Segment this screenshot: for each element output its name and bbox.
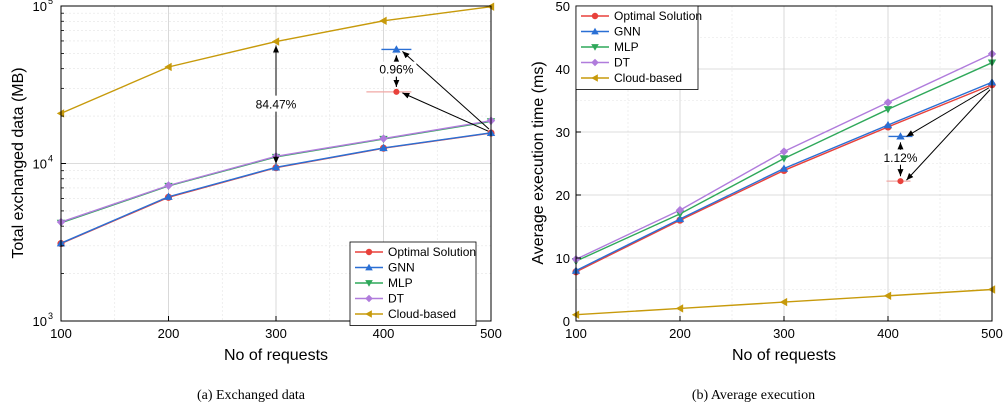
legend-marker [365, 310, 372, 318]
y-tick-label: 50 [556, 0, 570, 14]
annotation-arrow [906, 89, 991, 181]
x-tick-label: 300 [265, 326, 287, 341]
data-point [779, 147, 789, 156]
y-tick-label: 10 [33, 157, 47, 172]
x-tick-label: 100 [50, 326, 72, 341]
y-tick-label: 10 [33, 0, 47, 14]
annotation-arrow [402, 92, 489, 132]
callout-marker [392, 45, 401, 53]
legend-marker [591, 44, 599, 51]
data-point [675, 214, 685, 223]
annotation-arrow [906, 87, 990, 137]
y-tick-label: 40 [556, 62, 570, 77]
data-point [164, 192, 173, 200]
data-point [379, 134, 388, 143]
data-point [675, 205, 685, 215]
legend-label: Optimal Solution [388, 245, 476, 259]
legend-marker [365, 280, 373, 287]
legend-marker [365, 294, 373, 303]
data-point [883, 120, 893, 129]
legend-label: MLP [388, 276, 413, 290]
legend-marker [591, 74, 598, 82]
y-axis-label: Total exchanged data (MB) [10, 67, 27, 258]
annotation-label: 1.12% [883, 151, 917, 165]
legend-marker [365, 263, 373, 271]
legend-marker [591, 12, 599, 20]
y-tick-label: 10 [33, 314, 47, 329]
y-tick-label: 30 [556, 125, 570, 140]
legend-label: GNN [614, 25, 641, 39]
data-point [271, 163, 281, 171]
data-point [486, 2, 495, 11]
data-point [883, 106, 893, 114]
legend-label: DT [614, 56, 631, 70]
x-tick-label: 500 [981, 326, 1003, 341]
x-tick-label: 400 [877, 326, 899, 341]
y-tick-exponent: 3 [48, 311, 53, 321]
legend-marker [591, 58, 599, 67]
data-point [987, 285, 996, 294]
x-tick-label: 200 [669, 326, 691, 341]
callout-marker [896, 132, 905, 140]
y-axis-label: Average execution time (ms) [530, 61, 547, 264]
data-point [779, 155, 789, 163]
chart-average-execution: 1.12% 100 200 300 400 500 0 10 20 30 40 50 No of … [530, 0, 1003, 364]
y-tick-label: 20 [556, 188, 570, 203]
legend-label: Optimal Solution [614, 9, 702, 23]
y-tick-label: 0 [563, 314, 570, 329]
annotation-bg [376, 61, 417, 77]
data-point [675, 304, 684, 313]
legend-label: MLP [614, 40, 639, 54]
x-tick-label: 100 [565, 326, 587, 341]
annotation-arrow [402, 51, 490, 130]
legend-label: Cloud-based [614, 71, 682, 85]
annotation-label: 84.47% [256, 98, 297, 112]
x-tick-label: 200 [158, 326, 180, 341]
data-point [675, 210, 685, 219]
data-point [379, 143, 388, 152]
x-axis-label: No of requests [224, 347, 328, 364]
data-point [571, 310, 580, 319]
callout-marker [393, 88, 400, 95]
legend-label: DT [388, 292, 405, 306]
y-tick-label: 10 [556, 251, 570, 266]
x-tick-label: 400 [373, 326, 395, 341]
data-point [883, 98, 893, 107]
data-point [379, 16, 387, 26]
data-point [779, 164, 789, 172]
data-point [56, 109, 65, 118]
caption-b: (b) Average execution [691, 388, 816, 403]
callout-marker [897, 178, 904, 185]
x-axis-label: No of requests [732, 347, 836, 364]
y-tick-exponent: 5 [48, 0, 53, 6]
data-point [271, 37, 280, 46]
annotation-bg [882, 149, 919, 165]
legend-marker [365, 248, 373, 256]
x-tick-label: 500 [480, 326, 502, 341]
data-point [164, 62, 172, 72]
data-point [883, 291, 892, 300]
legend-label: GNN [388, 261, 415, 275]
x-tick-label: 300 [773, 326, 795, 341]
legend-label: Cloud-based [388, 307, 456, 321]
annotation-label: 0.96% [379, 63, 413, 77]
data-point [779, 297, 788, 307]
data-point [164, 181, 173, 190]
y-tick-exponent: 4 [48, 154, 53, 164]
caption-a: (a) Exchanged data [196, 388, 306, 403]
legend-marker [591, 27, 599, 35]
annotation-bg [252, 95, 300, 112]
